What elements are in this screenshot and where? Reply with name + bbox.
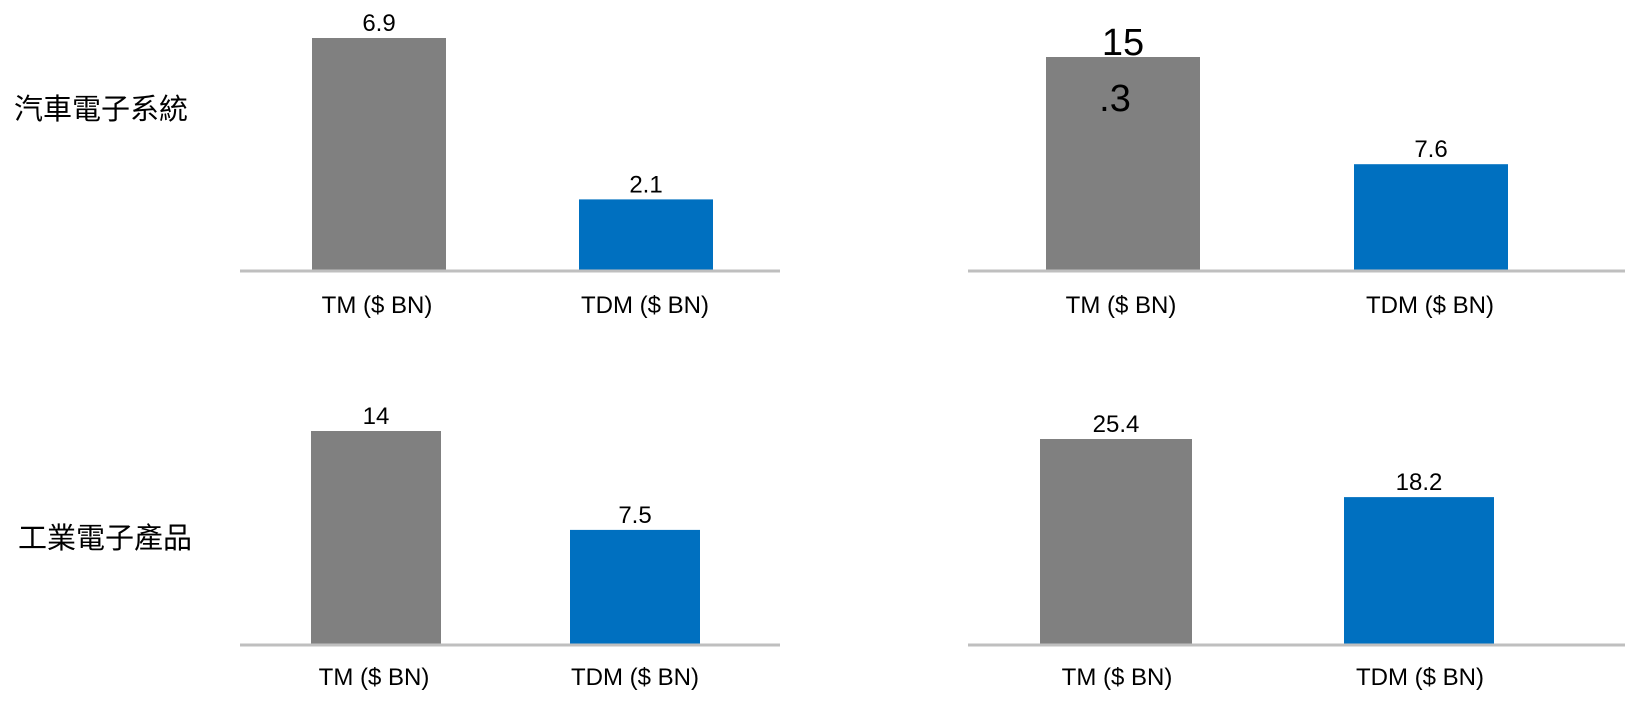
data-label-tdm: 2.1: [629, 171, 662, 198]
data-label-tm: 14: [363, 403, 390, 430]
bar-tm: [312, 38, 446, 270]
category-label-tdm: TDM ($ BN): [1356, 664, 1484, 691]
bar-tdm: [570, 529, 700, 644]
row-label-automotive: 汽車電子系統: [14, 92, 189, 126]
data-label-tm: 6.9: [362, 10, 395, 37]
chart-2: 15 .3 TM ($ BN) 7.6 TDM ($ BN): [968, 22, 1625, 319]
chart-1: 6.9 TM ($ BN) 2.1 TDM ($ BN): [240, 10, 780, 319]
data-label-tm: 15: [1102, 22, 1144, 64]
category-label-tdm: TDM ($ BN): [1366, 292, 1494, 319]
chart-4: 25.4 TM ($ BN) 18.2 TDM ($ BN): [968, 411, 1625, 691]
data-label-tdm: 7.5: [618, 502, 651, 529]
data-label-tm-continued: .3: [1099, 78, 1131, 120]
bar-tdm: [1354, 164, 1508, 270]
category-label-tm: TM ($ BN): [319, 664, 430, 691]
category-label-tm: TM ($ BN): [322, 292, 433, 319]
row-label-industrial: 工業電子產品: [18, 521, 193, 555]
data-label-tm: 25.4: [1093, 411, 1140, 438]
bar-tm: [1046, 57, 1200, 270]
bar-tdm: [579, 199, 713, 270]
bar-tdm: [1344, 497, 1494, 644]
category-label-tm: TM ($ BN): [1066, 292, 1177, 319]
bar-tm: [1040, 439, 1192, 644]
chart-3: 14 TM ($ BN) 7.5 TDM ($ BN): [240, 403, 780, 691]
category-label-tdm: TDM ($ BN): [581, 292, 709, 319]
category-label-tdm: TDM ($ BN): [571, 664, 699, 691]
data-label-tdm: 7.6: [1414, 136, 1447, 163]
data-label-tdm: 18.2: [1396, 469, 1443, 496]
bar-tm: [311, 431, 441, 644]
category-label-tm: TM ($ BN): [1062, 664, 1173, 691]
